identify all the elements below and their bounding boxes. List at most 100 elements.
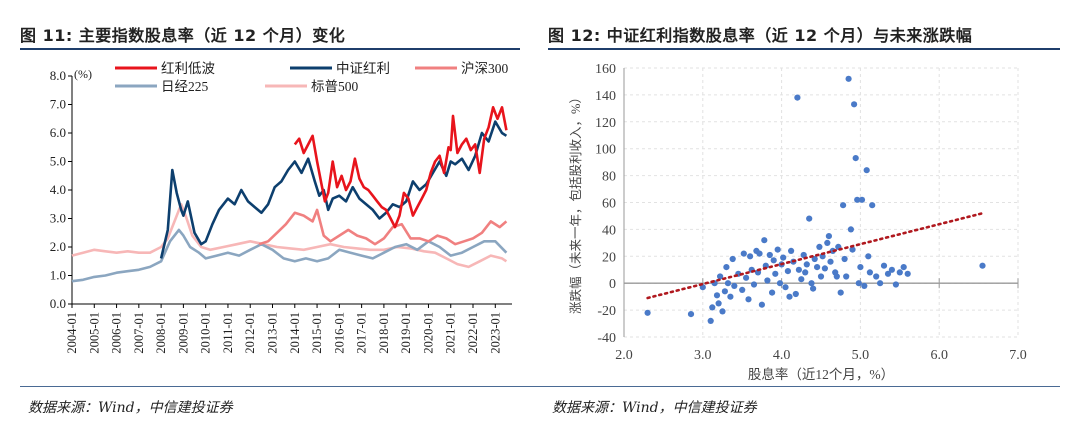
x-tick-label: 2.0 (615, 348, 633, 363)
scatter-point (884, 270, 892, 277)
scatter-point (837, 289, 844, 296)
y-tick-label: 1.0 (50, 268, 66, 283)
scatter-point (729, 255, 736, 263)
scatter-point (717, 273, 724, 280)
scatter-point (817, 273, 825, 280)
x-tick-label: 2019-01 (399, 312, 413, 354)
scatter-point (756, 250, 763, 257)
scatter-point (727, 293, 734, 300)
scatter-point (979, 262, 986, 269)
right-scatter-chart: -40 -20 0 20 40 60 80 100 120 140 160 2.0 3.0 4.0 5.0 6… (568, 62, 1027, 382)
x-tick-label: 2008-01 (154, 312, 168, 354)
scatter-point (866, 269, 873, 276)
scatter-point (758, 301, 765, 308)
scatter-point (863, 167, 870, 174)
scatter-point (808, 280, 815, 287)
x-tick-label: 4.0 (773, 348, 791, 363)
x-tick-label: 2021-01 (444, 312, 458, 354)
x-tick-label: 2004-01 (65, 312, 79, 354)
scatter-point (776, 280, 784, 287)
scatter-point (772, 270, 779, 277)
scatter-point (854, 196, 861, 203)
scatter-point (800, 251, 807, 259)
scatter-point (847, 226, 854, 233)
scatter-point (816, 243, 823, 250)
scatter-point (644, 309, 651, 316)
scatter-point (715, 300, 722, 307)
scatter-point (877, 280, 884, 287)
x-axis-title: 股息率（近12个月，%） (748, 366, 894, 382)
scatter-point (743, 274, 750, 281)
scatter-point (750, 281, 758, 288)
left-line-chart: 0.0 1.0 2.0 3.0 4.0 5.0 6.0 7.0 8.0 (%) 2004-01 200… (50, 61, 512, 354)
scatter-point (852, 155, 859, 162)
scatter-point (788, 247, 795, 254)
scatter-point (855, 280, 862, 287)
right-chart-title: 图 12: 中证红利指数股息率（近 12 个月）与未来涨跌幅 (548, 26, 973, 45)
x-tick-label: 2017-01 (355, 312, 369, 354)
left-source-note: 数据来源：Wind，中信建投证券 (28, 400, 233, 416)
scatter-point (792, 290, 799, 298)
y-tick-label: 80 (602, 170, 616, 185)
trend-line (646, 211, 984, 300)
y-tick-label: -40 (597, 331, 616, 346)
scatter-point (731, 282, 738, 289)
scatter-point (880, 262, 888, 269)
scatter-point (824, 239, 831, 246)
series-line-1 (293, 106, 508, 229)
x-tick-label: 3.0 (694, 348, 712, 363)
scatter-point (780, 254, 787, 261)
scatter-point (769, 289, 776, 296)
y-tick-label: 40 (602, 223, 616, 238)
x-tick-label: 7.0 (1009, 348, 1027, 363)
y-axis-unit-label: (%) (74, 67, 92, 81)
x-tick-label: 5.0 (852, 348, 870, 363)
series-line-3 (258, 208, 508, 246)
series-line-4 (71, 228, 508, 283)
y-tick-label: 4.0 (50, 182, 66, 197)
scatter-point (784, 268, 791, 275)
legend-label-5: 标普500 (311, 79, 358, 94)
right-title-rule (548, 48, 1060, 50)
x-tick-label: 2010-01 (199, 312, 213, 354)
x-tick-label: 2015-01 (310, 312, 324, 354)
scatter-point (747, 253, 754, 260)
x-tick-label: 2022-01 (466, 312, 480, 354)
scatter-point (861, 282, 868, 289)
y-tick-label: 5.0 (50, 154, 66, 169)
y-tick-label: 60 (602, 197, 616, 212)
x-tick-label: 2009-01 (176, 312, 190, 354)
scatter-point (841, 255, 848, 263)
scatter-point (739, 286, 746, 293)
scatter-point (786, 293, 793, 300)
x-tick-label: 2011-01 (221, 312, 235, 353)
x-tick-label: 2014-01 (288, 312, 302, 354)
scatter-point (814, 264, 821, 271)
scatter-point (719, 308, 726, 315)
x-tick-label: 2013-01 (266, 312, 280, 354)
scatter-point (896, 269, 903, 276)
scatter-point (798, 276, 805, 283)
x-tick-label: 2023-01 (488, 312, 502, 354)
scatter-point (851, 101, 858, 108)
scatter-point (707, 317, 714, 324)
scatter-point (821, 265, 828, 272)
y-tick-label: 100 (595, 143, 616, 158)
scatter-point (843, 273, 850, 280)
y-tick-label: 20 (602, 250, 616, 265)
scatter-point (774, 246, 781, 253)
scatter-point (723, 264, 730, 271)
scatter-point (745, 296, 752, 303)
scatter-point (819, 253, 826, 260)
scatter-point (709, 304, 716, 311)
scatter-point (857, 264, 864, 271)
scatter-point (849, 246, 856, 253)
scatter-point (858, 196, 866, 203)
scatter-point (770, 257, 777, 264)
scatter-point (803, 261, 810, 268)
left-chart-title: 图 11: 主要指数股息率（近 12 个月）变化 (20, 26, 346, 45)
scatter-point (892, 281, 899, 288)
legend-label-2: 中证红利 (336, 61, 390, 76)
scatter-point (764, 277, 771, 284)
x-tick-label: 2016-01 (332, 312, 346, 354)
